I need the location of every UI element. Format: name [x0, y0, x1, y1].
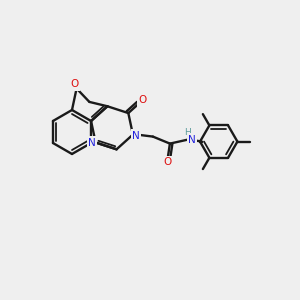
Text: N: N: [132, 130, 140, 141]
Text: O: O: [138, 95, 147, 105]
Text: H: H: [184, 128, 191, 137]
Text: O: O: [163, 158, 171, 167]
Text: N: N: [88, 137, 95, 148]
Text: O: O: [70, 80, 79, 89]
Text: N: N: [188, 135, 196, 145]
